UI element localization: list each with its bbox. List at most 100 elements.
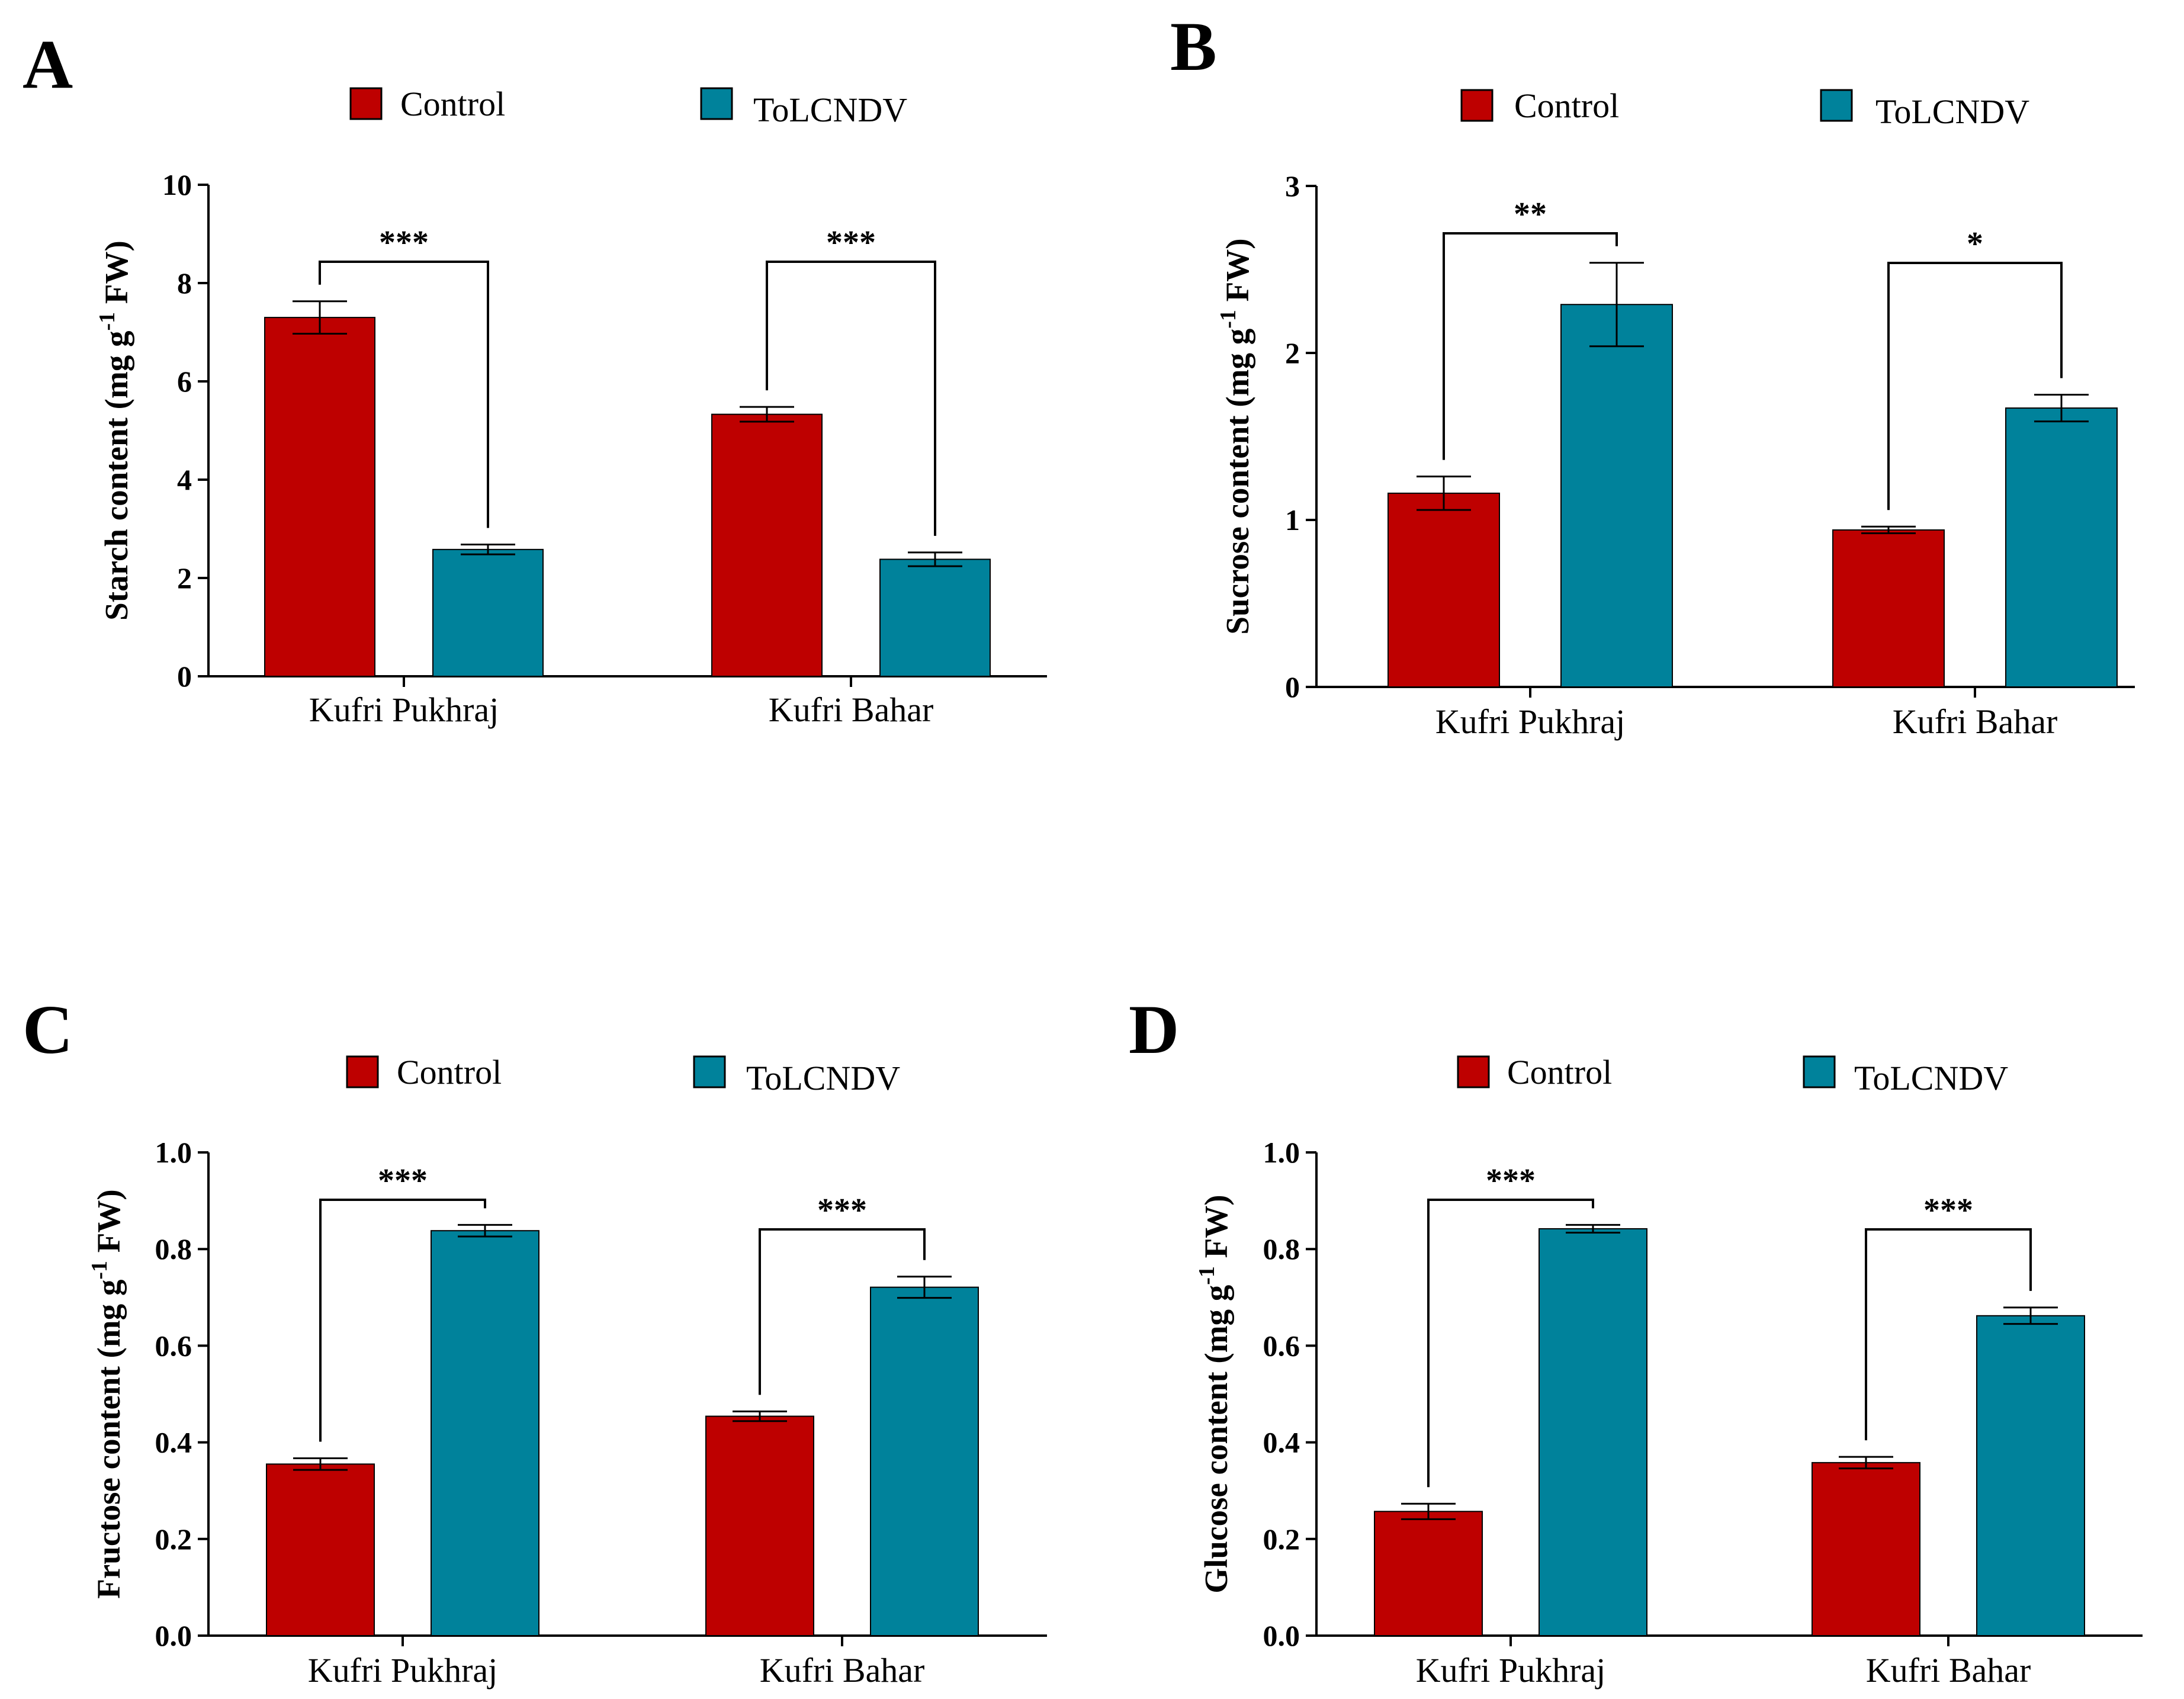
panel-letter: D [1129,991,1179,1068]
legend-label-control: Control [1507,1053,1612,1091]
y-tick-label: 4 [177,463,192,496]
significance-bracket [1443,232,1618,460]
significance-label: *** [379,224,429,261]
panel-c: C Control ToLCNDV 0.0 0.2 0.4 0.6 0.8 1.0 Fructos… [23,991,1047,1690]
error-bar [293,300,347,335]
bar-tolcndv [2005,407,2118,688]
significance-label: *** [826,224,876,261]
error-bar [740,406,794,423]
y-tick-label: 1.0 [155,1136,192,1169]
x-tick-label: Kufri Bahar [760,1651,925,1690]
legend-label-tolcndv: ToLCNDV [1875,92,2029,131]
bar-control [711,413,823,677]
significance-bracket [319,1199,486,1442]
error-bar [1839,1456,1893,1470]
legend-label-tolcndv: ToLCNDV [753,91,907,129]
error-bar [897,1276,952,1299]
y-tick-label: 6 [177,365,192,398]
y-tick-label: 0.6 [155,1329,192,1362]
bar-control [1812,1462,1920,1637]
legend-label-control: Control [397,1053,502,1091]
legend-swatch-tolcndv [700,87,733,120]
y-tick-label: 1.0 [1263,1136,1300,1169]
y-axis-label: Fructose content (mg g-1 FW) [87,1189,127,1598]
panel-d: D Control ToLCNDV 0.0 0.2 0.4 0.6 0.8 1.0 Glucose… [1129,991,2143,1690]
significance-label: *** [817,1192,867,1229]
y-tick-label: 10 [162,168,192,201]
panel-letter: C [23,991,73,1068]
y-tick-label: 0.0 [1263,1619,1300,1652]
y-tick-label: 2 [1285,336,1300,370]
legend-swatch-control [1457,1055,1490,1088]
error-bar [1589,262,1644,348]
significance-bracket [766,261,936,536]
y-axis-label: Sucrose content (mg g-1 FW) [1216,238,1255,634]
y-tick-label: 0.0 [155,1619,192,1652]
legend-swatch-tolcndv [1803,1055,1836,1088]
x-tick-label: Kufri Pukhraj [309,690,499,729]
significance-bracket [1427,1199,1594,1488]
significance-label: *** [1486,1162,1536,1199]
y-tick-label: 8 [177,266,192,300]
legend-label-tolcndv: ToLCNDV [1854,1059,2008,1097]
y-tick-label: 2 [177,561,192,595]
y-tick-label: 3 [1285,169,1300,203]
y-axis-label: Starch content (mg g-1 FW) [95,240,134,621]
y-tick-label: 0.2 [1263,1523,1300,1556]
y-tick-label: 1 [1285,503,1300,537]
error-bar [908,551,962,567]
legend-label-control: Control [1514,86,1619,125]
error-bar [293,1457,348,1471]
legend-swatch-control [346,1055,379,1088]
x-tick-label: Kufri Bahar [1893,702,2058,741]
legend-swatch-tolcndv [693,1055,726,1088]
significance-bracket [1887,262,2063,510]
bar-tolcndv [870,1286,979,1637]
error-bar [461,544,515,555]
x-tick-label: Kufri Bahar [769,690,934,729]
significance-label: * [1967,226,1983,262]
y-tick-label: 0.6 [1263,1329,1300,1362]
y-tick-label: 0 [177,660,192,693]
x-tick-label: Kufri Pukhraj [1435,702,1626,741]
bar-tolcndv [1539,1228,1647,1636]
error-bar [1861,525,1916,535]
bar-tolcndv [432,548,544,677]
bar-tolcndv [1560,304,1673,688]
y-axis-label: Glucose content (mg g-1 FW) [1194,1194,1234,1593]
legend-swatch-control [1460,89,1494,122]
error-bar [1417,476,1471,511]
y-tick-label: 0.4 [155,1426,192,1459]
legend-label-tolcndv: ToLCNDV [746,1059,900,1097]
error-bar [733,1410,787,1422]
significance-label: *** [378,1162,428,1199]
y-tick-label: 0.8 [1263,1232,1300,1266]
x-tick-label: Kufri Bahar [1866,1651,2031,1690]
significance-bracket [759,1228,926,1395]
panel-b: B Control ToLCNDV 0 1 2 3 Sucrose content (mg g… [1170,8,2135,741]
significance-label: *** [1923,1192,1973,1229]
legend-swatch-control [349,87,383,120]
y-tick-label: 0.2 [155,1523,192,1556]
bar-control [1374,1511,1483,1637]
bar-control [1832,529,1945,688]
x-tick-label: Kufri Pukhraj [1416,1651,1606,1690]
error-bar [1566,1223,1620,1234]
bar-tolcndv [1976,1315,2085,1637]
bar-control [264,317,375,677]
panel-a: A Control ToLCNDV 0 2 4 6 8 10 Starch content (mg… [23,25,1047,729]
error-bar [2034,394,2089,423]
significance-bracket [1865,1228,2032,1441]
error-bar [458,1223,512,1238]
significance-label: ** [1514,196,1547,233]
y-tick-label: 0.4 [1263,1426,1300,1459]
bar-control [705,1415,814,1636]
y-tick-label: 0 [1285,670,1300,704]
significance-bracket [319,261,489,528]
bar-control [1388,492,1500,688]
bar-tolcndv [431,1230,539,1636]
panel-letter: A [23,25,73,103]
error-bar [1401,1502,1456,1520]
x-tick-label: Kufri Pukhraj [308,1651,498,1690]
